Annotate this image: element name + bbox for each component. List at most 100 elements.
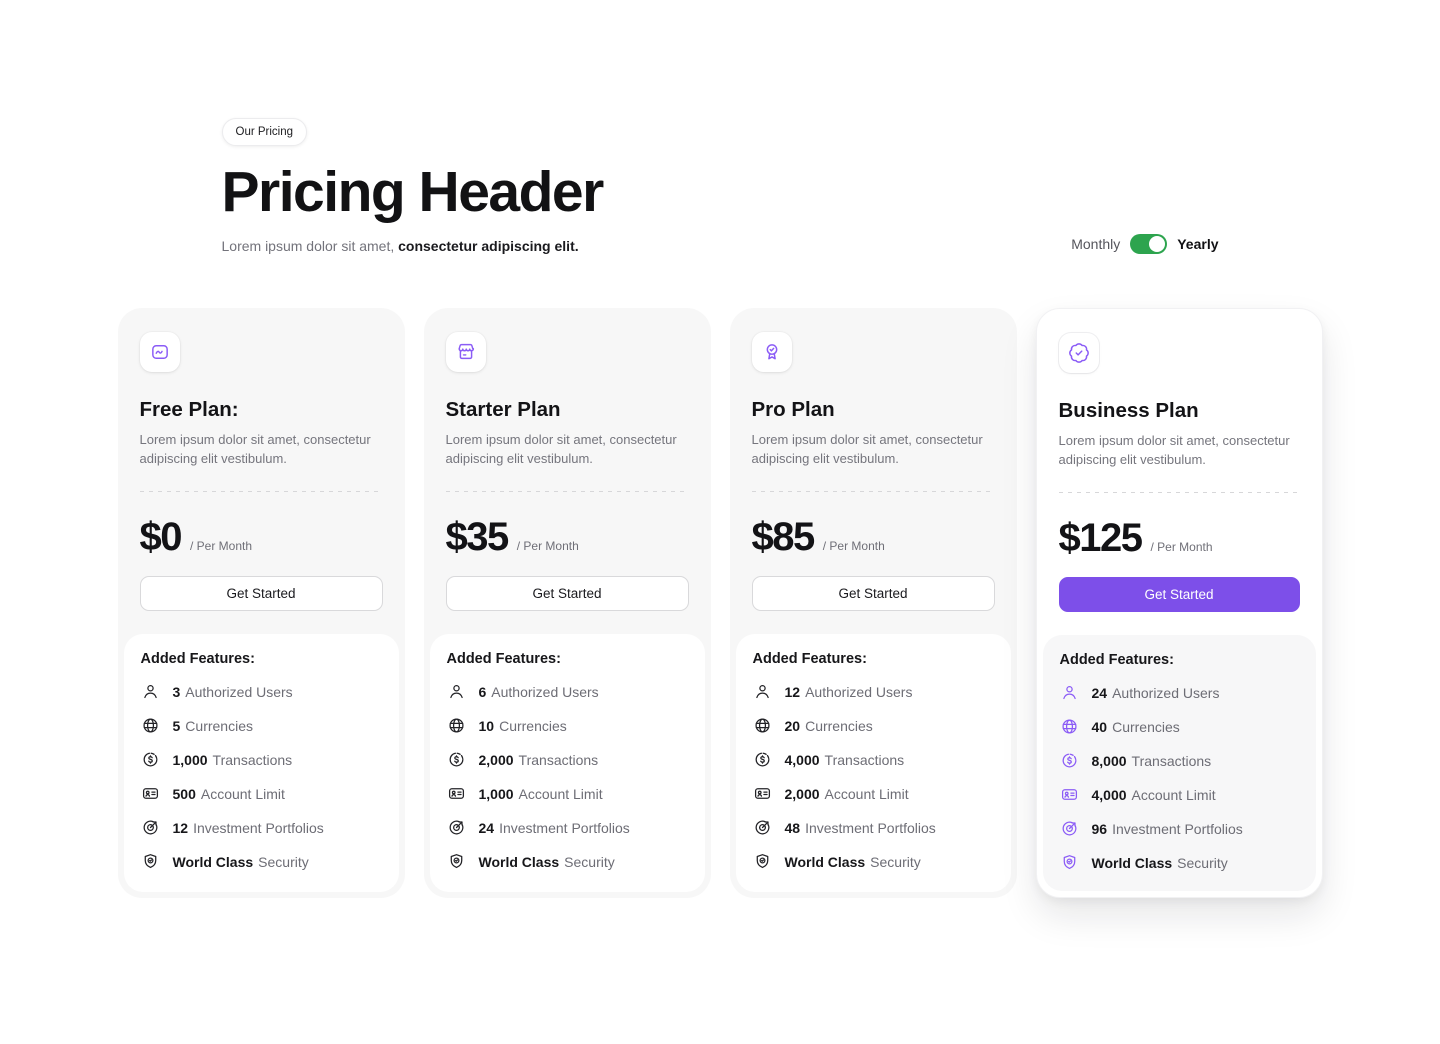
globe-icon	[753, 716, 772, 735]
price-suffix: / Per Month	[822, 539, 885, 554]
feature-row: 1,000 Transactions	[141, 750, 382, 769]
feature-label: Security	[564, 853, 615, 870]
billing-toggle-switch[interactable]	[1130, 233, 1168, 254]
plan-name: Business Plan	[1058, 398, 1199, 422]
features-panel: Added Features: 12 Authorized Users 20 Cur…	[735, 634, 1011, 893]
feature-label: Transactions	[518, 751, 599, 768]
feature-value: 1,000	[172, 751, 208, 768]
coin-icon	[447, 750, 466, 769]
features-heading: Added Features:	[1059, 652, 1174, 669]
card-top: Pro Plan Lorem ipsum dolor sit amet, con…	[730, 308, 1017, 612]
feature-label: Security	[258, 853, 309, 870]
feature-row: 12 Authorized Users	[753, 682, 994, 701]
page-title: Pricing Header	[221, 160, 605, 224]
monthly-label[interactable]: Monthly	[1071, 235, 1121, 252]
plan-card-pro: Pro Plan Lorem ipsum dolor sit amet, con…	[729, 307, 1017, 899]
get-started-button[interactable]: Get Started	[1058, 577, 1300, 613]
feature-value: 20	[784, 717, 801, 734]
plan-price: $85	[751, 515, 816, 560]
user-icon	[141, 682, 160, 701]
user-icon	[1060, 683, 1079, 702]
feature-label: Transactions	[212, 751, 293, 768]
billing-toggle: Monthly Yearly	[1071, 233, 1219, 254]
plan-price: $0	[139, 515, 183, 560]
price-row: $0 / Per Month	[140, 515, 383, 560]
subtitle-normal: Lorem ipsum dolor sit amet,	[221, 237, 399, 254]
feature-label: Security	[870, 853, 921, 870]
target-arrow-icon	[753, 818, 772, 837]
feature-value: 5	[172, 717, 181, 734]
feature-row: 96 Investment Portfolios	[1060, 819, 1299, 838]
feature-label: Transactions	[824, 751, 905, 768]
storefront-icon	[455, 341, 477, 363]
feature-value: World Class	[1091, 854, 1173, 871]
plan-icon-tile	[751, 331, 792, 372]
feature-row: 40 Currencies	[1060, 717, 1299, 736]
feature-row: 24 Investment Portfolios	[447, 818, 688, 837]
price-suffix: / Per Month	[190, 539, 253, 554]
coin-icon	[753, 750, 772, 769]
feature-value: 2,000	[784, 785, 820, 802]
feature-row: 6 Authorized Users	[447, 682, 688, 701]
get-started-button[interactable]: Get Started	[139, 576, 383, 612]
shield-check-icon	[447, 852, 466, 871]
feature-value: 4,000	[784, 751, 820, 768]
user-icon	[447, 682, 466, 701]
page-header: Our Pricing Pricing Header Lorem ipsum d…	[118, 118, 1323, 254]
feature-row: 4,000 Transactions	[753, 750, 994, 769]
plan-icon-tile	[1058, 332, 1099, 373]
id-card-icon	[753, 784, 772, 803]
feature-label: Account Limit	[200, 785, 285, 802]
feature-value: 3	[172, 683, 181, 700]
features-panel: Added Features: 3 Authorized Users 5 Curre…	[123, 634, 399, 893]
plan-price: $35	[445, 515, 510, 560]
features-panel: Added Features: 24 Authorized Users 40 Cur…	[1042, 635, 1316, 892]
id-card-icon	[1060, 785, 1079, 804]
get-started-button[interactable]: Get Started	[445, 576, 689, 612]
feature-row: 500 Account Limit	[141, 784, 382, 803]
plan-name: Starter Plan	[445, 397, 561, 421]
feature-value: 8,000	[1091, 752, 1127, 769]
feature-row: 2,000 Account Limit	[753, 784, 994, 803]
subtitle-bold: consectetur adipiscing elit.	[398, 237, 579, 254]
feature-row: 4,000 Account Limit	[1060, 785, 1299, 804]
feature-value: World Class	[784, 853, 866, 870]
yearly-label[interactable]: Yearly	[1177, 235, 1219, 252]
plan-description: Lorem ipsum dolor sit amet, consectetur …	[445, 431, 677, 466]
feature-row: 20 Currencies	[753, 716, 994, 735]
plan-name: Free Plan:	[139, 397, 239, 421]
feature-label: Authorized Users	[491, 683, 599, 700]
feature-label: Investment Portfolios	[499, 819, 630, 836]
feature-label: Investment Portfolios	[805, 819, 936, 836]
feature-row: 1,000 Account Limit	[447, 784, 688, 803]
feature-label: Authorized Users	[805, 683, 913, 700]
plan-cards: Free Plan: Lorem ipsum dolor sit amet, c…	[117, 307, 1323, 899]
feature-value: 1,000	[478, 785, 514, 802]
globe-icon	[1060, 717, 1079, 736]
plan-card-business: Business Plan Lorem ipsum dolor sit amet…	[1035, 307, 1323, 899]
feature-label: Currencies	[805, 717, 873, 734]
coin-icon	[141, 750, 160, 769]
feature-label: Authorized Users	[1112, 684, 1220, 701]
feature-value: 10	[478, 717, 495, 734]
award-icon	[761, 341, 783, 363]
globe-icon	[141, 716, 160, 735]
shield-check-icon	[753, 852, 772, 871]
feature-row: 3 Authorized Users	[141, 682, 382, 701]
plan-icon-tile	[139, 331, 180, 372]
target-arrow-icon	[1060, 819, 1079, 838]
feature-row: World Class Security	[1060, 853, 1299, 872]
shield-check-icon	[141, 852, 160, 871]
get-started-button[interactable]: Get Started	[751, 576, 995, 612]
id-card-icon	[141, 784, 160, 803]
plan-description: Lorem ipsum dolor sit amet, consectetur …	[1058, 432, 1290, 467]
feature-row: 10 Currencies	[447, 716, 688, 735]
dashed-divider	[751, 490, 995, 493]
feature-value: World Class	[478, 853, 560, 870]
card-top: Starter Plan Lorem ipsum dolor sit amet,…	[424, 308, 711, 612]
feature-row: 48 Investment Portfolios	[753, 818, 994, 837]
page-subtitle: Lorem ipsum dolor sit amet, consectetur …	[222, 238, 1219, 254]
feature-value: 24	[478, 819, 495, 836]
plan-card-free: Free Plan: Lorem ipsum dolor sit amet, c…	[117, 307, 405, 899]
shield-check-icon	[1060, 853, 1079, 872]
